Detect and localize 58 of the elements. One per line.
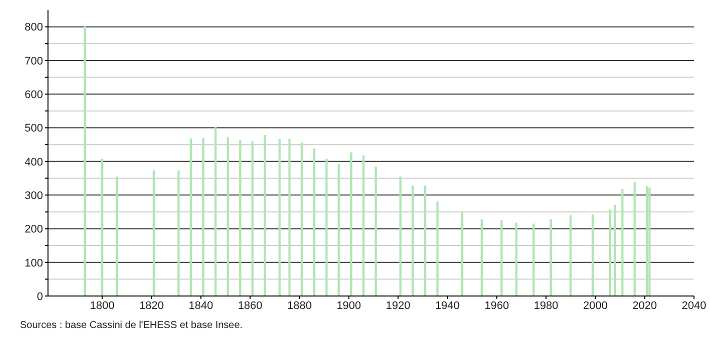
bar	[399, 176, 402, 296]
bar	[214, 127, 217, 296]
bar	[532, 224, 535, 296]
x-tick-label: 2040	[682, 300, 706, 312]
bar	[592, 214, 594, 296]
bar	[621, 189, 624, 296]
x-tick-label: 1840	[188, 300, 214, 312]
bar	[313, 148, 316, 296]
bar	[412, 186, 414, 296]
x-tick-label: 2020	[632, 300, 657, 312]
source-note: Sources : base Cassini de l'EHESS et base Insee.	[20, 320, 243, 331]
y-tick-label: 800	[24, 22, 43, 34]
bar	[374, 166, 377, 296]
y-tick-label: 300	[24, 190, 43, 202]
x-tick-label: 1880	[287, 300, 312, 312]
bar	[362, 155, 365, 296]
bar	[116, 176, 118, 296]
bar	[300, 142, 303, 296]
bar	[177, 170, 180, 296]
bar	[608, 210, 612, 296]
bar	[101, 159, 104, 296]
x-tick-label: 1940	[435, 300, 460, 312]
bar	[278, 138, 281, 296]
bar	[424, 186, 426, 296]
y-tick-label: 400	[24, 156, 43, 168]
bar	[264, 134, 266, 296]
bar	[436, 201, 439, 296]
x-tick-label: 1980	[534, 300, 558, 312]
x-tick-label: 1800	[90, 300, 114, 312]
x-tick-label: 1900	[336, 300, 362, 312]
bar	[251, 141, 254, 296]
bar	[239, 140, 242, 296]
y-tick-label: 0	[36, 290, 43, 303]
x-tick-label: 1920	[386, 300, 410, 312]
bar	[515, 222, 518, 296]
bar	[646, 186, 648, 296]
x-tick-label: 1820	[139, 300, 164, 312]
y-tick-label: 700	[24, 55, 43, 68]
bar	[190, 138, 192, 296]
bar	[338, 164, 340, 296]
bar	[648, 188, 651, 296]
y-tick-label: 500	[24, 122, 43, 135]
bar	[84, 26, 86, 296]
bar	[569, 215, 572, 296]
bar	[226, 137, 229, 296]
bar	[325, 158, 328, 296]
y-tick-label: 200	[24, 224, 43, 236]
bar	[634, 182, 636, 296]
x-tick-label: 1960	[484, 300, 509, 312]
y-tick-label: 600	[24, 89, 43, 102]
y-tick-label: 100	[24, 257, 43, 270]
bar	[350, 152, 352, 296]
x-tick-label: 2000	[583, 300, 608, 312]
bar	[480, 219, 483, 296]
x-tick-label: 1860	[238, 300, 262, 312]
bar	[202, 138, 204, 296]
bar	[152, 170, 156, 296]
bar	[288, 138, 291, 296]
